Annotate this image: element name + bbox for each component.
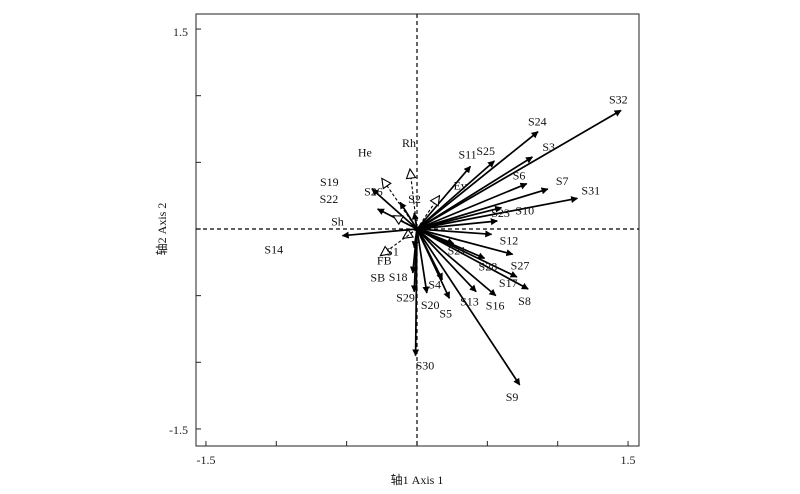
species-label-s31: S31 <box>581 183 600 197</box>
species-vector-s19 <box>371 188 418 230</box>
species-vector-s20 <box>416 228 430 294</box>
species-label-s29: S29 <box>396 291 415 305</box>
trait-label-he: He <box>358 145 372 159</box>
species-label-s24: S24 <box>528 115 547 129</box>
x-tick-label-min: -1.5 <box>197 453 216 467</box>
species-vector-s5 <box>416 228 451 299</box>
species-label-s28: S28 <box>479 259 498 273</box>
trait-vector-ev <box>416 196 440 230</box>
species-label-s25: S25 <box>476 144 495 158</box>
axis-ticks <box>196 28 629 446</box>
species-label-s1: S1 <box>386 245 399 259</box>
species-label-s32: S32 <box>609 92 628 106</box>
y-tick-label-max: 1.5 <box>173 25 188 39</box>
species-vector-s3 <box>416 156 533 230</box>
species-vector-s6 <box>416 182 528 230</box>
species-label-s22: S22 <box>320 192 339 206</box>
y-axis-title: 轴2 Axis 2 <box>154 203 169 256</box>
species-vector-s32 <box>416 109 622 230</box>
species-label-s4: S4 <box>428 278 441 292</box>
species-label-s9: S9 <box>506 390 519 404</box>
species-label-s6: S6 <box>513 169 526 183</box>
species-label-s14: S14 <box>264 243 283 257</box>
trait-label-rh: Rh <box>402 136 416 150</box>
species-vector-s8 <box>416 228 529 290</box>
species-label-s2: S2 <box>408 192 421 206</box>
species-label-s21: S21 <box>448 244 467 258</box>
species-label-s17: S17 <box>499 276 518 290</box>
species-label-s8: S8 <box>518 294 531 308</box>
species-vector-s17 <box>416 228 518 278</box>
species-vector-s23 <box>416 218 498 230</box>
species-vector-s10 <box>416 205 503 230</box>
species-label-s7: S7 <box>556 174 569 188</box>
species-label-s18: S18 <box>389 270 408 284</box>
species-vector-s27 <box>416 228 514 257</box>
trait-vector-sh <box>393 216 418 230</box>
species-label-s10: S10 <box>515 204 534 218</box>
species-vector-s9 <box>416 228 521 386</box>
x-tick-label-max: 1.5 <box>621 453 636 467</box>
species-label-s23: S23 <box>491 206 510 220</box>
trait-label-fb: FB <box>377 253 392 267</box>
y-tick-label-min: -1.5 <box>169 423 188 437</box>
species-vector-s1 <box>411 228 419 249</box>
trait-label-ev: Ev <box>454 179 467 193</box>
x-axis-title: 轴1 Axis 1 <box>391 472 444 487</box>
species-label-s5: S5 <box>439 306 452 320</box>
vectors-layer <box>341 109 622 386</box>
species-vector-s24 <box>416 131 539 230</box>
species-label-s19: S19 <box>320 175 339 189</box>
species-vector-s16 <box>416 228 497 297</box>
trait-vector-rh <box>410 169 418 230</box>
species-label-s16: S16 <box>486 299 505 313</box>
trait-vector-he <box>382 178 418 230</box>
species-vector-s25 <box>416 160 495 230</box>
species-vector-s12 <box>416 228 493 238</box>
species-label-s30: S30 <box>416 359 435 373</box>
species-label-s12: S12 <box>500 233 519 247</box>
species-label-s11: S11 <box>458 147 476 161</box>
species-label-s20: S20 <box>421 298 440 312</box>
species-vector-s11 <box>416 165 472 230</box>
species-vector-s13 <box>416 228 477 293</box>
species-vector-s30 <box>412 228 420 357</box>
species-vector-s31 <box>416 196 579 230</box>
species-label-s13: S13 <box>460 295 479 309</box>
species-label-s3: S3 <box>542 140 555 154</box>
species-vector-s7 <box>416 187 549 230</box>
species-vector-s14 <box>341 228 418 239</box>
trait-vector-sb <box>380 228 418 256</box>
species-label-s26: S26 <box>364 184 383 198</box>
trait-label-sb: SB <box>370 271 385 285</box>
species-label-s27: S27 <box>511 258 530 272</box>
trait-label-sh: Sh <box>331 215 344 229</box>
